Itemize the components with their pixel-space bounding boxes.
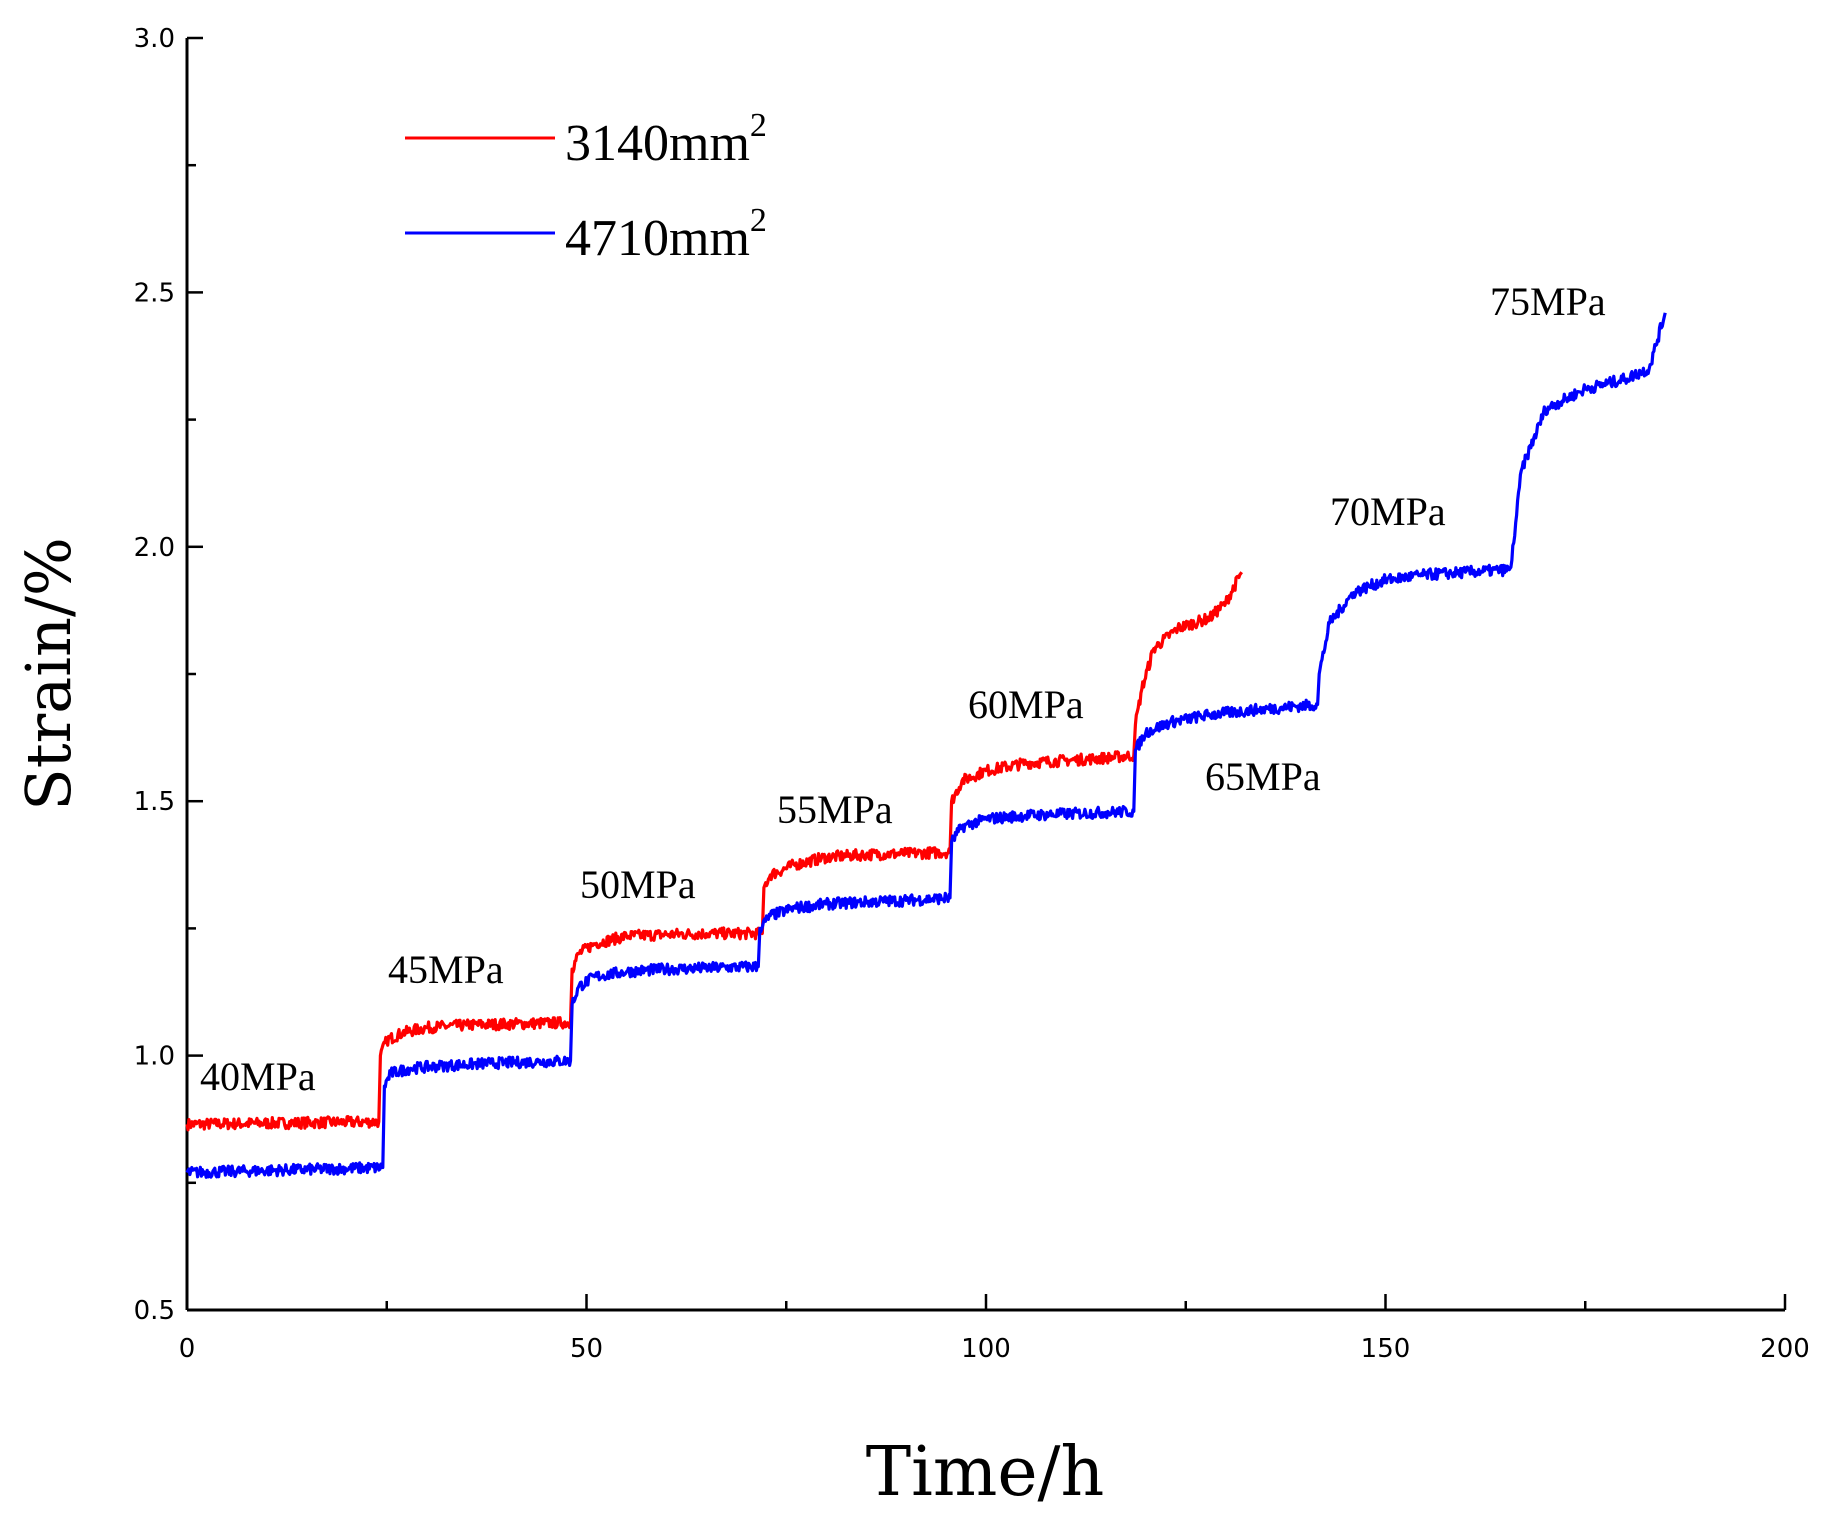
y-tick-label-0: 0.5 — [134, 1296, 175, 1326]
annotation-60mpa: 60MPa — [968, 682, 1084, 727]
legend-label-3140-base: 3140mm — [565, 115, 750, 172]
x-tick-label-2: 100 — [961, 1334, 1011, 1364]
x-tick-label-1: 50 — [570, 1334, 603, 1364]
annotation-65mpa: 65MPa — [1205, 754, 1321, 799]
series-group — [185, 312, 1667, 1179]
y-tick-label-3: 2.0 — [134, 533, 175, 563]
legend: 3140mm2 4710mm2 — [405, 107, 767, 267]
annotation-40mpa: 40MPa — [200, 1054, 316, 1099]
x-axis-title: Time/h — [866, 1433, 1105, 1512]
annotation-50mpa: 50MPa — [580, 862, 696, 907]
series-line-3140mm2 — [185, 571, 1244, 1132]
x-tick-label-3: 150 — [1361, 1334, 1411, 1364]
legend-label-4710: 4710mm2 — [565, 202, 767, 267]
annotation-70mpa: 70MPa — [1330, 489, 1446, 534]
legend-label-4710-base: 4710mm — [565, 210, 750, 267]
x-tick-label-4: 200 — [1760, 1334, 1810, 1364]
y-tick-label-5: 3.0 — [134, 24, 175, 54]
legend-label-3140: 3140mm2 — [565, 107, 767, 172]
stress-annotations: 40MPa 45MPa 50MPa 55MPa 60MPa 65MPa 70MP… — [200, 279, 1606, 1099]
legend-label-4710-sup: 2 — [750, 202, 767, 239]
y-tick-label-4: 2.5 — [134, 278, 175, 308]
y-axis-title: Strain/% — [12, 537, 85, 811]
legend-label-3140-sup: 2 — [750, 107, 767, 144]
annotation-75mpa: 75MPa — [1490, 279, 1606, 324]
x-ticks: 0 50 100 150 200 — [179, 1294, 1810, 1364]
annotation-45mpa: 45MPa — [388, 947, 504, 992]
axes: 0 50 100 150 200 0.5 1.0 1.5 2.0 2.5 3.0 — [134, 24, 1810, 1364]
y-tick-label-2: 1.5 — [134, 787, 175, 817]
y-tick-label-1: 1.0 — [134, 1042, 175, 1072]
x-tick-label-0: 0 — [179, 1334, 196, 1364]
annotation-55mpa: 55MPa — [777, 787, 893, 832]
series-line-4710mm2 — [185, 312, 1667, 1179]
y-ticks: 0.5 1.0 1.5 2.0 2.5 3.0 — [134, 24, 203, 1326]
